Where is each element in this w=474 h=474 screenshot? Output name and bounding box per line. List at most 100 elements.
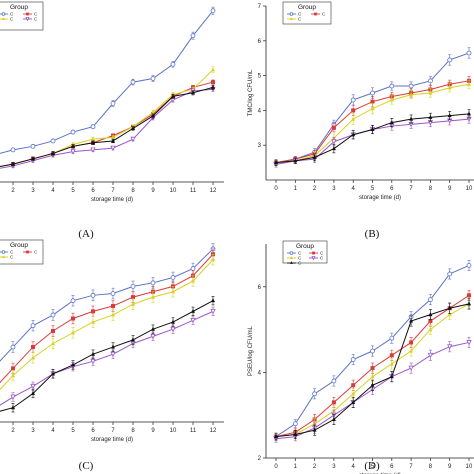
series-line [0, 69, 214, 167]
data-point [409, 318, 414, 323]
data-point [370, 106, 375, 111]
legend-label: C [10, 250, 14, 255]
data-point [91, 136, 95, 141]
data-point [350, 357, 356, 362]
data-point [289, 251, 294, 255]
y-tick-label: 6 [258, 285, 262, 291]
data-point [71, 330, 75, 335]
data-point [331, 400, 336, 405]
data-point [151, 110, 155, 115]
series-line [0, 259, 214, 391]
panel-label: (A) [78, 228, 94, 240]
data-point [447, 312, 452, 317]
data-point [171, 289, 175, 294]
data-point [409, 92, 414, 97]
series-0 [273, 259, 472, 441]
x-tick-label: 8 [429, 186, 433, 192]
data-point [351, 391, 356, 396]
x-tick-label: 12 [210, 428, 217, 434]
data-point [10, 147, 16, 153]
data-point [290, 17, 293, 20]
data-point [331, 416, 336, 421]
panel-label: (D) [364, 460, 380, 472]
y-tick-label: 7 [258, 4, 262, 10]
data-point [370, 382, 375, 387]
series-4 [274, 109, 471, 166]
data-point [409, 116, 414, 121]
x-tick-label: 2 [11, 188, 15, 194]
data-point [30, 383, 36, 390]
data-point [90, 292, 96, 298]
x-tick-label: 7 [409, 186, 413, 192]
legend-label: C [10, 17, 14, 22]
data-point [312, 154, 317, 159]
data-point [110, 145, 116, 151]
x-tick-label: 2 [313, 464, 317, 470]
data-point [447, 344, 453, 350]
data-point [110, 101, 116, 106]
data-point [110, 291, 116, 296]
x-tick-label: 3 [31, 428, 35, 434]
data-point [467, 293, 471, 298]
data-point [111, 134, 115, 139]
data-point [290, 261, 293, 264]
x-axis-title: storage time (d) [91, 437, 133, 443]
x-tick-label: 9 [448, 186, 452, 192]
data-point [190, 266, 196, 271]
data-point [350, 97, 356, 103]
data-point [408, 365, 414, 372]
y-tick-label: 4 [258, 370, 262, 376]
data-point [447, 85, 452, 90]
data-point [1, 250, 6, 254]
data-point [131, 125, 135, 130]
data-point [111, 312, 115, 317]
x-tick-label: 5 [71, 188, 75, 194]
data-point [289, 12, 294, 16]
data-point [51, 341, 55, 346]
legend-label: C [320, 256, 324, 261]
data-point [274, 434, 278, 439]
data-point [1, 12, 6, 16]
x-tick-label: 7 [409, 464, 413, 470]
data-point [467, 111, 471, 116]
series-4 [274, 298, 471, 441]
data-point [26, 12, 29, 16]
data-point [51, 150, 55, 155]
series-1 [274, 289, 471, 441]
data-point [447, 271, 453, 277]
data-point [2, 17, 5, 20]
x-tick-label: 7 [111, 428, 115, 434]
data-point [31, 355, 35, 360]
data-point [370, 374, 375, 379]
x-tick-label: 4 [51, 188, 55, 194]
data-point [211, 84, 215, 89]
panel-label: (B) [365, 228, 380, 240]
data-point [293, 431, 298, 436]
data-point [447, 57, 453, 63]
legend-label: C [34, 250, 38, 255]
data-point [111, 138, 115, 143]
data-point [130, 283, 136, 289]
data-point [71, 316, 75, 321]
data-point [211, 257, 215, 262]
y-axis-title: TMC/log CFU/mL [248, 69, 254, 116]
data-point [31, 156, 35, 161]
series-0 [0, 6, 216, 154]
data-point [90, 358, 96, 365]
legend-label: C [298, 12, 302, 17]
data-point [110, 351, 116, 358]
data-point [26, 250, 29, 254]
data-point [370, 99, 375, 104]
data-point [447, 305, 452, 310]
data-point [170, 61, 176, 67]
data-point [312, 391, 318, 397]
x-tick-label: 10 [170, 188, 177, 194]
data-point [150, 76, 156, 81]
data-point [408, 83, 414, 89]
y-tick-label: 3 [258, 143, 262, 149]
data-point [331, 139, 337, 145]
